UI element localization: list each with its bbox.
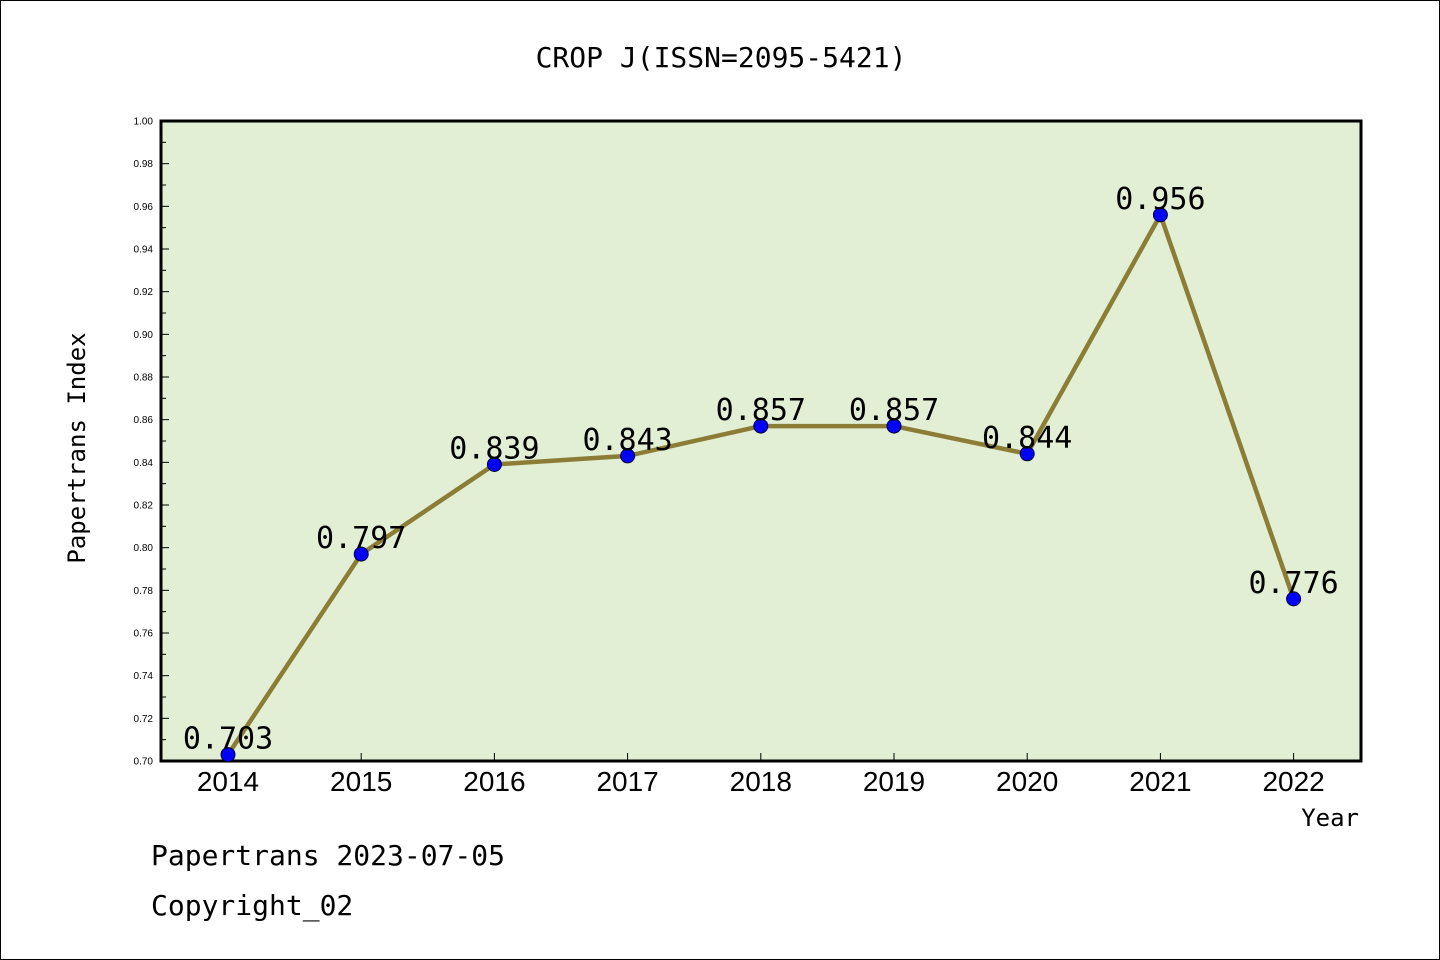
x-tick-label: 2015 xyxy=(330,766,392,797)
x-tick-label: 2021 xyxy=(1129,766,1191,797)
data-point-marker xyxy=(886,418,902,434)
data-point-marker xyxy=(1019,446,1035,462)
y-tick-label: 0.76 xyxy=(134,629,154,640)
x-tick-label: 2016 xyxy=(463,766,525,797)
y-tick-label: 0.84 xyxy=(134,458,154,469)
data-label: 0.703 xyxy=(183,722,273,757)
y-tick-label: 0.98 xyxy=(134,159,154,170)
y-tick-label: 1.00 xyxy=(134,117,154,128)
data-label: 0.839 xyxy=(449,431,539,466)
y-tick-label: 0.86 xyxy=(134,415,154,426)
y-tick-label: 0.70 xyxy=(134,757,154,768)
data-label: 0.844 xyxy=(982,421,1072,456)
plot-area xyxy=(159,119,1363,763)
y-tick-label: 0.74 xyxy=(134,671,154,682)
footer-copyright: Copyright_02 xyxy=(151,889,353,923)
data-label: 0.797 xyxy=(316,521,406,556)
x-tick-label: 2017 xyxy=(596,766,658,797)
y-tick-label: 0.96 xyxy=(134,202,154,213)
data-point-marker xyxy=(753,418,769,434)
y-tick-label: 0.82 xyxy=(134,501,154,512)
y-tick-label: 0.78 xyxy=(134,586,154,597)
data-label: 0.857 xyxy=(849,393,939,428)
data-label: 0.776 xyxy=(1248,566,1338,601)
x-tick-label: 2018 xyxy=(730,766,792,797)
series-markers xyxy=(220,207,1302,763)
y-tick-label: 0.94 xyxy=(134,245,154,256)
x-axis-ticks: 2014 2015 2016 2017 2018 2019 2020 2021 2022 xyxy=(197,753,1325,797)
y-tick-label: 0.92 xyxy=(134,287,154,298)
y-axis-label: Papertrans Index xyxy=(63,332,91,563)
x-axis-label: Year xyxy=(1301,804,1359,832)
x-tick-label: 2019 xyxy=(863,766,925,797)
data-label: 0.956 xyxy=(1115,182,1205,217)
y-tick-label: 0.90 xyxy=(134,330,154,341)
data-point-marker xyxy=(1286,591,1302,607)
y-tick-label: 0.72 xyxy=(134,714,154,725)
data-point-marker xyxy=(620,448,636,464)
y-tick-label: 0.80 xyxy=(134,543,154,554)
data-point-marker xyxy=(353,546,369,562)
data-labels: 0.703 0.797 0.839 0.843 0.857 0.857 0.844 0.956… xyxy=(183,182,1339,757)
x-tick-label: 2022 xyxy=(1262,766,1324,797)
data-point-marker xyxy=(1152,207,1168,223)
x-tick-label: 2014 xyxy=(197,766,259,797)
y-tick-label: 0.88 xyxy=(134,373,154,384)
data-point-marker xyxy=(220,747,236,763)
y-axis-ticks: 0.70 0.72 0.74 0.76 0.78 0.80 0.82 0.84 0.86 0.88… xyxy=(134,117,169,768)
footer-date: Papertrans 2023-07-05 xyxy=(151,839,505,872)
chart-title: CROP J(ISSN=2095-5421) xyxy=(536,41,907,74)
x-tick-label: 2020 xyxy=(996,766,1058,797)
data-label: 0.843 xyxy=(582,423,672,458)
data-point-marker xyxy=(486,456,502,472)
data-label: 0.857 xyxy=(716,393,806,428)
